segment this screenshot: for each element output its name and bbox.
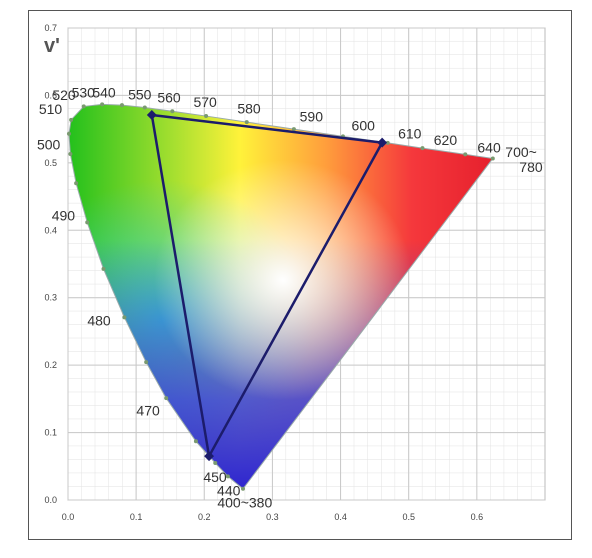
x-tick-label: 0.1 [130,512,143,522]
y-tick-label: 0.4 [44,225,57,235]
locus-point [193,439,198,444]
y-tick-label: 0.7 [44,23,57,33]
locus-point [100,102,105,107]
y-axis-label: v' [44,35,60,57]
wavelength-label: 580 [237,100,261,116]
wavelength-label: 600 [352,117,376,133]
x-tick-label: 0.0 [62,512,75,522]
locus-point [66,131,71,136]
wavelength-label: 470 [136,403,160,419]
locus-point [142,105,147,110]
wavelength-label: 480 [87,312,111,328]
locus-point [68,152,73,157]
locus-point [204,114,209,119]
locus-point [420,146,425,151]
locus-point [244,120,249,125]
locus-point [85,220,90,225]
wavelength-label: 490 [52,207,76,223]
x-tick-label: 0.3 [266,512,279,522]
y-tick-label: 0.0 [44,495,57,505]
locus-point [101,266,106,271]
locus-point [164,396,169,401]
locus-point [490,156,495,161]
locus-point [385,140,390,145]
locus-point [170,109,175,114]
y-tick-label: 0.6 [44,90,57,100]
wavelength-label: 520 [52,87,76,103]
locus-point [69,117,74,122]
y-tick-label: 0.1 [44,428,57,438]
locus-point [463,152,468,157]
wavelength-label: 450 [203,469,227,485]
x-tick-label: 0.2 [198,512,211,522]
wavelength-label: 440 [217,482,241,498]
wavelength-label: 530 [72,84,96,100]
locus-point [81,104,86,109]
locus-point [240,486,245,491]
wavelength-label: 570 [193,94,217,110]
locus-point [291,127,296,132]
wavelength-label: 500 [37,136,61,152]
wavelength-label: 640 [477,139,501,155]
wavelength-label: 510 [39,101,63,117]
y-tick-label: 0.5 [44,158,57,168]
wavelength-label: 550 [128,86,152,102]
locus-point [122,315,127,320]
wavelength-label: 560 [157,90,181,106]
x-tick-label: 0.6 [471,512,484,522]
gamut-vertex [204,451,215,462]
wavelength-label: 590 [300,108,324,124]
gamut-triangle [150,113,385,460]
x-tick-label: 0.5 [402,512,415,522]
wavelength-label: 400~380 [217,495,272,511]
y-tick-label: 0.2 [44,360,57,370]
y-tick-label: 0.3 [44,293,57,303]
x-tick-label: 0.4 [334,512,347,522]
locus-point [225,474,230,479]
wavelength-label: 700~ 780 [505,144,543,175]
wavelength-label: 540 [92,85,116,101]
locus-point [144,360,149,365]
locus-point [213,460,218,465]
wavelength-label: 610 [398,125,422,141]
wavelength-label: 620 [434,132,458,148]
gamut-vertex [146,110,157,120]
locus-point [74,181,79,186]
locus-point [119,103,124,108]
gamut-vertex [377,137,388,148]
